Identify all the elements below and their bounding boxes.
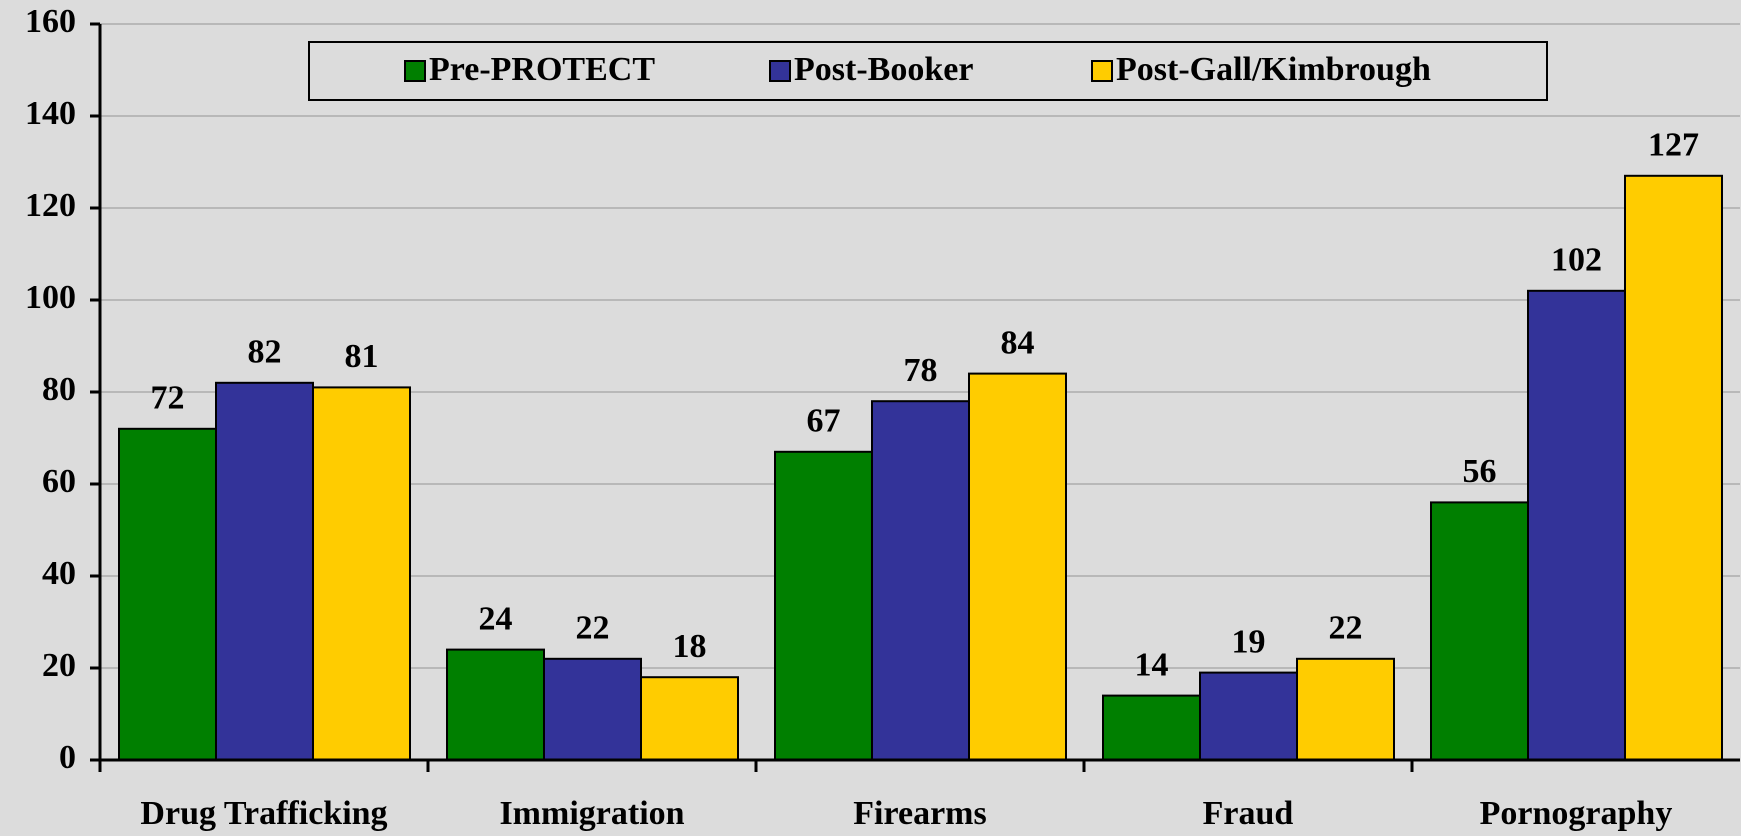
bar <box>1199 671 1298 761</box>
bar <box>1296 657 1395 761</box>
data-label: 82 <box>248 334 282 371</box>
y-tick-label: 160 <box>25 3 76 40</box>
bar <box>968 372 1067 761</box>
data-label: 72 <box>151 380 185 417</box>
data-label: 67 <box>807 403 841 440</box>
bar <box>312 386 411 761</box>
bar <box>871 400 970 761</box>
bar <box>543 657 642 761</box>
data-label: 24 <box>479 600 513 637</box>
data-label: 22 <box>576 610 610 647</box>
y-tick-label: 40 <box>42 555 76 592</box>
bar <box>1430 501 1529 761</box>
y-tick-label: 100 <box>25 279 76 316</box>
data-label: 127 <box>1648 127 1699 164</box>
legend-swatch <box>404 60 426 82</box>
bar <box>1102 694 1201 761</box>
legend-label: Post-Booker <box>794 51 973 88</box>
legend-label: Post-Gall/Kimbrough <box>1116 51 1431 88</box>
legend-label: Pre-PROTECT <box>429 51 655 88</box>
data-label: 84 <box>1001 324 1035 361</box>
y-tick-label: 20 <box>42 647 76 684</box>
data-label: 14 <box>1135 646 1169 683</box>
bar <box>774 450 873 761</box>
bar <box>118 427 217 761</box>
data-label: 22 <box>1329 610 1363 647</box>
y-tick-label: 120 <box>25 187 76 224</box>
x-tick-label: Firearms <box>853 795 986 832</box>
data-label: 56 <box>1463 453 1497 490</box>
y-tick-label: 140 <box>25 95 76 132</box>
y-tick-label: 80 <box>42 371 76 408</box>
legend-swatch <box>769 60 791 82</box>
data-label: 18 <box>673 628 707 665</box>
bar <box>1624 174 1723 762</box>
legend-box <box>308 41 1548 101</box>
y-tick-label: 0 <box>59 739 76 776</box>
bar <box>446 648 545 761</box>
legend-swatch <box>1091 60 1113 82</box>
bar <box>1527 289 1626 761</box>
data-label: 19 <box>1232 623 1266 660</box>
x-tick-label: Pornography <box>1480 795 1673 832</box>
x-tick-label: Drug Trafficking <box>140 795 387 832</box>
y-tick-label: 60 <box>42 463 76 500</box>
data-label: 78 <box>904 352 938 389</box>
data-label: 81 <box>345 338 379 375</box>
bar <box>640 676 739 762</box>
x-tick-label: Immigration <box>499 795 684 832</box>
data-label: 102 <box>1551 242 1602 279</box>
bar <box>215 381 314 761</box>
x-tick-label: Fraud <box>1203 795 1294 832</box>
